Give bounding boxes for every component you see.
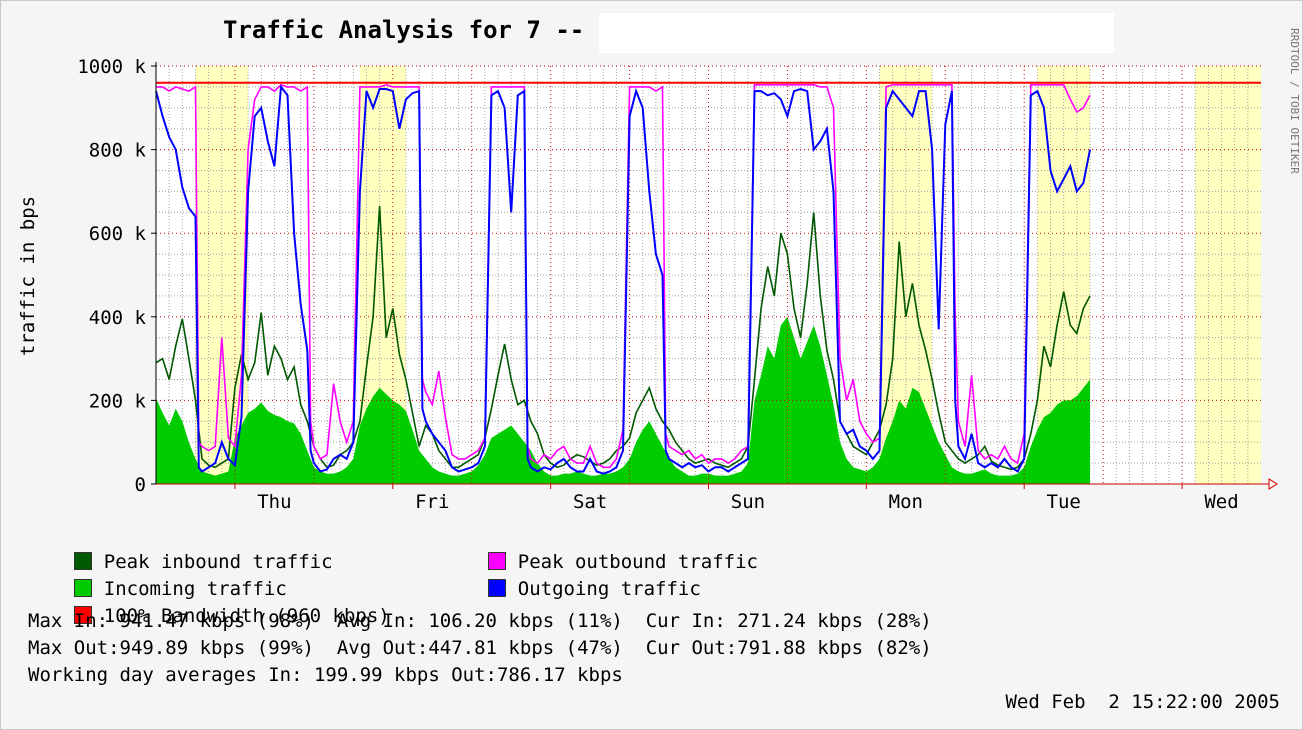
peak-out-label: Peak outbound traffic xyxy=(517,551,758,573)
stats-line-working-day: Working day averages In: 199.99 kbps Out… xyxy=(28,664,623,686)
y-tick-label: 1000 k xyxy=(77,56,146,78)
series-incoming-area xyxy=(156,316,1090,484)
timestamp: Wed Feb 2 15:22:00 2005 xyxy=(1005,691,1280,713)
x-tick-label: Sat xyxy=(573,491,607,513)
rrdtool-credit: RRDTOOL / TOBI OETIKER xyxy=(1288,28,1301,174)
y-tick-label: 0 xyxy=(135,474,146,496)
peak-out-swatch xyxy=(487,552,506,570)
x-tick-label: Tue xyxy=(1047,491,1081,513)
redacted-title-box xyxy=(599,13,1114,53)
y-tick-label: 200 k xyxy=(89,390,147,412)
x-axis-arrow-icon xyxy=(1268,478,1278,490)
y-axis-label: traffic in bps xyxy=(17,196,39,356)
plot-area: 0 200 k 400 k 600 k 800 k 1000 k Thu Fri Sat Sun M… xyxy=(77,56,1278,513)
legend-peak-in: Peak inbound traffic xyxy=(28,529,333,595)
peak-in-label: Peak inbound traffic xyxy=(103,551,333,573)
x-tick-label: Wed xyxy=(1204,491,1238,513)
bandwidth-swatch xyxy=(73,606,92,624)
x-tick-label: Thu xyxy=(257,491,291,513)
chart-title: Traffic Analysis for 7 -- xyxy=(223,16,584,44)
series-outgoing-line xyxy=(155,84,1091,475)
y-tick-label: 600 k xyxy=(89,223,147,245)
bandwidth-label: 100% Bandwidth (960 kbps) xyxy=(103,605,390,627)
outgoing-label: Outgoing traffic xyxy=(517,578,701,600)
y-tick-label: 400 k xyxy=(89,307,147,329)
legend-incoming: Incoming traffic xyxy=(28,556,287,622)
legend-bandwidth: 100% Bandwidth (960 kbps) xyxy=(28,583,390,649)
legend-peak-out: Peak outbound traffic xyxy=(442,529,758,595)
x-tick-label: Fri xyxy=(415,491,449,513)
outgoing-swatch xyxy=(487,579,506,597)
incoming-label: Incoming traffic xyxy=(103,578,287,600)
series-peak-outbound-line xyxy=(156,83,1091,469)
x-tick-label: Sun xyxy=(731,491,765,513)
y-tick-label: 800 k xyxy=(89,140,147,162)
stats-line-max-avg-cur-in: Max In: 941.47 kbps (98%) Avg In: 106.20… xyxy=(28,610,932,632)
peak-in-swatch xyxy=(73,552,92,570)
legend-outgoing: Outgoing traffic xyxy=(442,556,701,622)
x-tick-label: Mon xyxy=(889,491,923,513)
incoming-swatch xyxy=(73,579,92,597)
stats-line-max-avg-cur-out: Max Out:949.89 kbps (99%) Avg Out:447.81… xyxy=(28,637,932,659)
